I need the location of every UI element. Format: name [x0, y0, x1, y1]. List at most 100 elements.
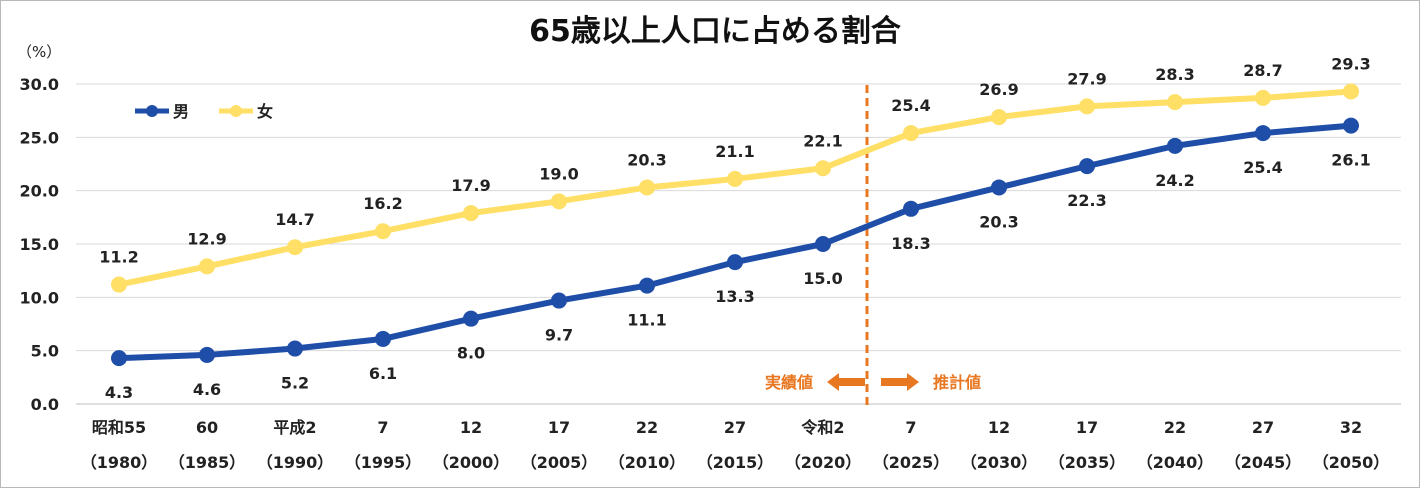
x-tick-year-label: （1980） [81, 453, 158, 472]
right-arrow-icon [881, 373, 919, 391]
x-tick-label: 17 [548, 418, 570, 437]
data-label: 26.9 [979, 80, 1018, 99]
data-label: 6.1 [369, 364, 397, 383]
chart-title: 65歳以上人口に占める割合 [529, 14, 901, 49]
data-point [463, 205, 479, 222]
y-tick-label: 10.0 [20, 288, 59, 307]
gridlines [76, 83, 1401, 405]
x-tick-year-label: （2020） [785, 453, 862, 472]
data-point [199, 258, 215, 275]
legend-label: 女 [257, 102, 273, 121]
data-point [815, 236, 831, 252]
data-label: 14.7 [275, 210, 314, 229]
data-point [639, 277, 655, 294]
data-point [111, 350, 127, 367]
data-label: 28.3 [1155, 65, 1194, 84]
x-tick-label: 60 [196, 418, 218, 437]
x-tick-label: 27 [1252, 418, 1274, 437]
data-label: 12.9 [187, 229, 226, 248]
data-label: 4.3 [105, 383, 133, 402]
actual-values-label: 実績値 [765, 373, 813, 392]
data-label: 5.2 [281, 374, 309, 393]
x-tick-label: 7 [377, 418, 388, 437]
data-label: 22.3 [1067, 191, 1106, 210]
series-group [111, 83, 1359, 367]
legend-label: 男 [173, 102, 189, 121]
data-point [1255, 89, 1271, 106]
data-label: 13.3 [715, 287, 754, 306]
x-tick-year-label: （2030） [961, 453, 1038, 472]
y-tick-label: 0.0 [31, 395, 59, 414]
x-axis-ticks: 昭和55 （1980） 60 （1985） 平成2 （1990） 7 （1995） 12 （200… [81, 418, 1390, 472]
data-point [1343, 83, 1359, 100]
data-label: 21.1 [715, 142, 754, 161]
x-tick-label: 22 [636, 418, 658, 437]
y-axis-ticks: 0.0 5.0 10.0 15.0 20.0 25.0 30.0 [20, 75, 59, 414]
x-tick-year-label: （2010） [609, 453, 686, 472]
data-point [199, 346, 215, 363]
y-tick-label: 20.0 [20, 182, 59, 201]
y-axis-unit-label: （%） [17, 43, 61, 61]
y-tick-label: 25.0 [20, 128, 59, 147]
data-point [991, 179, 1007, 196]
data-point [903, 200, 919, 217]
data-label: 28.7 [1243, 61, 1282, 80]
data-point [991, 109, 1007, 126]
data-point [375, 330, 391, 347]
data-point [1167, 137, 1183, 154]
legend-swatch-marker [230, 105, 242, 117]
y-tick-label: 5.0 [31, 342, 59, 361]
x-tick-label: 32 [1340, 418, 1362, 437]
x-tick-label: 27 [724, 418, 746, 437]
data-point [551, 193, 567, 210]
x-tick-year-label: （2045） [1225, 453, 1302, 472]
x-tick-year-label: （1995） [345, 453, 422, 472]
data-label: 20.3 [979, 212, 1018, 231]
data-label: 11.1 [627, 311, 666, 330]
data-label: 25.4 [1243, 158, 1282, 177]
data-point [1079, 158, 1095, 175]
data-label: 16.2 [363, 194, 402, 213]
data-label: 18.3 [891, 234, 930, 253]
x-tick-year-label: （1990） [257, 453, 334, 472]
x-tick-year-label: （2050） [1313, 453, 1390, 472]
data-label: 20.3 [627, 150, 666, 169]
x-tick-label: 平成2 [273, 418, 316, 437]
data-label: 11.2 [99, 248, 138, 267]
left-arrow-icon [827, 373, 865, 391]
data-point [639, 179, 655, 196]
data-label: 17.9 [451, 176, 490, 195]
data-point [1255, 125, 1271, 142]
x-tick-label: 17 [1076, 418, 1098, 437]
data-point [903, 125, 919, 142]
data-label: 24.2 [1155, 171, 1194, 190]
data-point [111, 276, 127, 293]
data-label: 22.1 [803, 131, 842, 150]
y-tick-label: 30.0 [20, 75, 59, 94]
data-point [1167, 94, 1183, 111]
data-point [1343, 117, 1359, 134]
x-tick-year-label: （2005） [521, 453, 598, 472]
data-label: 15.0 [803, 269, 842, 288]
x-tick-year-label: （2015） [697, 453, 774, 472]
data-point [727, 254, 743, 271]
data-point [287, 239, 303, 256]
data-label: 4.6 [193, 380, 221, 399]
x-tick-label: 7 [905, 418, 916, 437]
y-tick-label: 15.0 [20, 235, 59, 254]
x-tick-label: 12 [988, 418, 1010, 437]
legend-swatch-marker [146, 105, 158, 117]
x-tick-year-label: （2040） [1137, 453, 1214, 472]
x-tick-year-label: （2025） [873, 453, 950, 472]
data-label: 25.4 [891, 96, 930, 115]
data-point [287, 340, 303, 357]
x-tick-label: 22 [1164, 418, 1186, 437]
data-label: 8.0 [457, 344, 485, 363]
data-label: 27.9 [1067, 69, 1106, 88]
x-tick-year-label: （2035） [1049, 453, 1126, 472]
x-tick-year-label: （2000） [433, 453, 510, 472]
projected-values-label: 推計値 [933, 373, 981, 392]
data-label: 26.1 [1331, 151, 1370, 170]
